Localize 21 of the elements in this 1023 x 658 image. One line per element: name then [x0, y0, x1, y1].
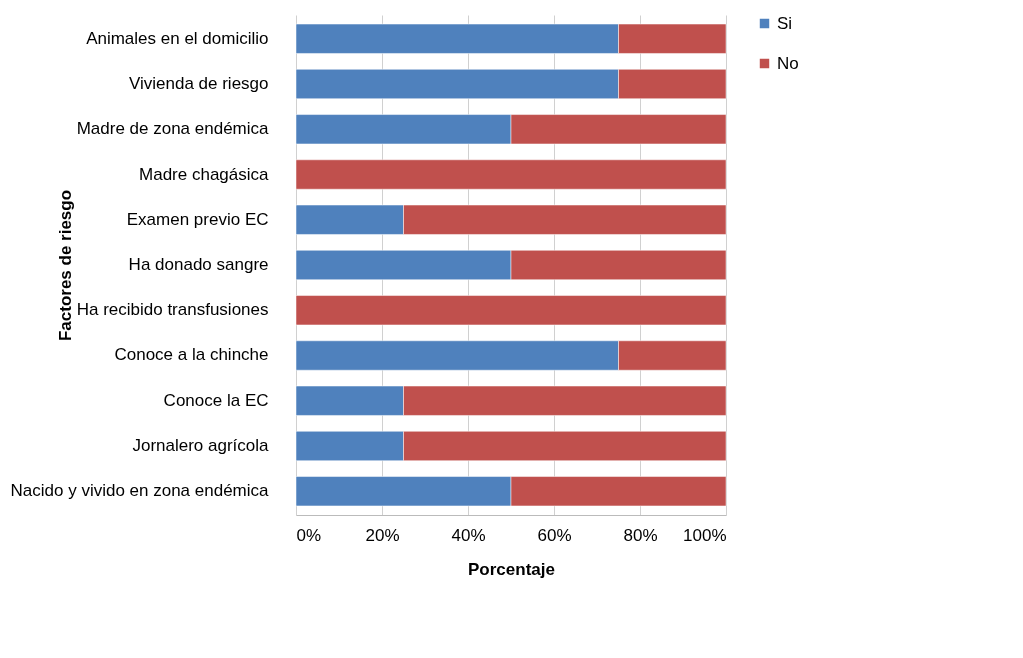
y-tick-label: Conoce a la chinche	[114, 345, 269, 365]
x-tick-label: 20%	[365, 525, 400, 545]
y-tick-label: Vivienda de riesgo	[128, 74, 269, 93]
x-tick-label: 80%	[623, 525, 658, 545]
y-tick-label: Jornalero agrícola	[132, 436, 270, 455]
y-tick-label: Ha donado sangre	[128, 255, 269, 274]
y-tick-label: Madre chagásica	[139, 164, 270, 184]
legend-label: No	[777, 53, 799, 73]
x-tick-label: 40%	[451, 525, 486, 545]
x-axis-title: Porcentaje	[468, 559, 555, 579]
x-tick-label: 60%	[537, 525, 572, 545]
x-tick-label: 0%	[296, 525, 322, 545]
y-tick-label: Nacido y vivido en zona endémica	[10, 481, 270, 501]
y-tick-label: Madre de zona endémica	[76, 119, 270, 139]
y-tick-label: Conoce la EC	[163, 390, 269, 410]
y-axis-title: Factores de riesgo	[55, 189, 75, 342]
legend-label: Si	[777, 13, 793, 33]
x-tick-label: 100%	[683, 525, 727, 545]
y-tick-label: Ha recibido transfusiones	[76, 300, 269, 320]
y-tick-label: Examen previo EC	[126, 209, 269, 229]
y-tick-label: Animales en el domicilio	[86, 28, 269, 48]
